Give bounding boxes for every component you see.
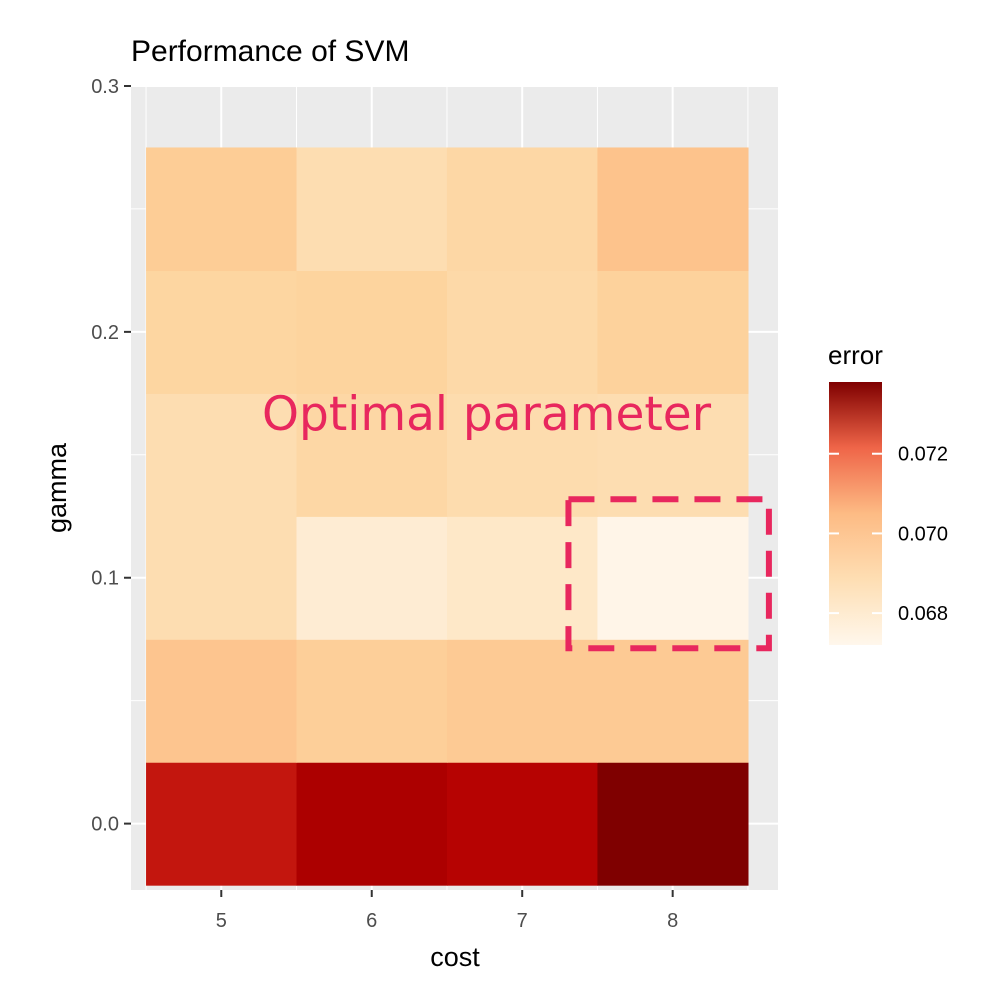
- legend-colorbar: [829, 382, 882, 645]
- heatmap-tile: [597, 762, 749, 886]
- heatmap-tile: [446, 762, 599, 886]
- heatmap-tile: [597, 270, 749, 394]
- heatmap-tile: [146, 270, 298, 394]
- x-tick-label: 8: [667, 910, 678, 932]
- heatmap-tile: [597, 516, 749, 640]
- heatmap-tile: [146, 639, 298, 763]
- annotation-text: Optimal parameter: [262, 387, 712, 442]
- heatmap-tile: [296, 270, 448, 394]
- heatmap-tiles: [146, 147, 749, 886]
- heatmap-tile: [146, 762, 298, 886]
- y-axis-title: gamma: [42, 442, 72, 533]
- heatmap-tile: [446, 639, 599, 763]
- x-axis-title: cost: [430, 942, 480, 972]
- legend-title: error: [828, 340, 883, 370]
- y-tick-label: 0.2: [91, 322, 119, 344]
- legend-tick-label: 0.068: [898, 603, 948, 625]
- heatmap-tile: [597, 639, 749, 763]
- optimal-parameter-highlight-box: [565, 496, 772, 652]
- heatmap-tile: [296, 393, 448, 517]
- y-tick-label: 0.3: [91, 76, 119, 98]
- heatmap-tile: [146, 147, 298, 272]
- heatmap-tile: [446, 147, 599, 272]
- heatmap-tile: [146, 393, 298, 517]
- heatmap-tile: [446, 270, 599, 394]
- legend-tick-label: 0.072: [898, 444, 948, 466]
- heatmap-tile: [446, 516, 599, 640]
- annotation-layer: Optimal parameter: [262, 387, 772, 652]
- heatmap-tile: [296, 516, 448, 640]
- color-legend: error 0.068 0.070 0.072: [828, 340, 948, 645]
- axes: 0.0 0.1 0.2 0.3 5 6 7 8: [91, 76, 678, 932]
- x-tick-label: 6: [366, 910, 377, 932]
- heatmap-tile: [597, 147, 749, 272]
- y-tick-label: 0.0: [91, 814, 119, 836]
- heatmap-tile: [296, 147, 448, 272]
- heatmap-tile: [296, 639, 448, 763]
- y-tick-label: 0.1: [91, 568, 119, 590]
- heatmap-tile: [296, 762, 448, 886]
- x-tick-label: 5: [216, 910, 227, 932]
- x-tick-label: 7: [517, 910, 528, 932]
- heatmap-tile: [146, 516, 298, 640]
- chart-title: Performance of SVM: [131, 35, 409, 68]
- legend-tick-label: 0.070: [898, 523, 948, 545]
